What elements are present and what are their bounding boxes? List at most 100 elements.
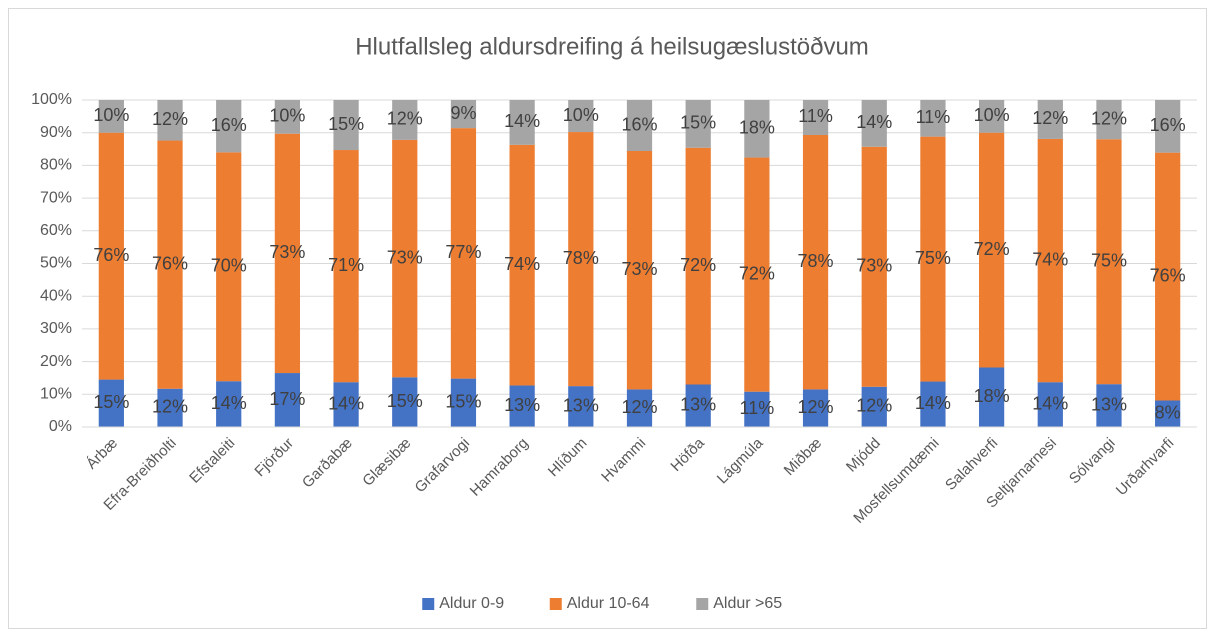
bar-segment (1037, 138, 1063, 383)
data-label: 70% (211, 256, 247, 276)
data-label: 72% (739, 263, 775, 283)
bar-segment (1037, 100, 1063, 139)
data-label: 73% (856, 256, 892, 276)
data-label: 10% (563, 105, 599, 125)
data-label: 12% (387, 109, 423, 129)
y-tick-label: 0% (49, 418, 72, 435)
bar-segment (274, 373, 301, 427)
bar-segment (1155, 100, 1181, 153)
data-label: 11% (916, 107, 951, 127)
bar-segment (509, 100, 535, 145)
bar-segment (744, 391, 770, 427)
data-label: 12% (798, 397, 834, 417)
data-label: 76% (152, 253, 188, 273)
data-label: 78% (563, 248, 599, 268)
bar-segment (685, 100, 711, 148)
bar-segment (1096, 384, 1122, 427)
bar-segment (392, 139, 418, 378)
bar-segment (450, 100, 477, 129)
bar-segment (920, 136, 946, 382)
legend-label: Aldur >65 (713, 595, 782, 612)
data-label: 76% (93, 245, 129, 265)
bar-segment (861, 100, 887, 147)
data-label: 15% (445, 392, 481, 412)
bar-segment (626, 100, 653, 152)
y-tick-label: 60% (40, 222, 72, 239)
y-tick-label: 40% (40, 287, 72, 304)
y-tick-label: 90% (40, 124, 72, 141)
bar-segment (216, 100, 242, 153)
bar-segment (920, 100, 946, 137)
bar-segment (744, 100, 770, 158)
data-label: 72% (974, 239, 1010, 259)
data-label: 12% (152, 109, 188, 129)
bar-segment (802, 389, 829, 427)
bar-segment (98, 379, 124, 427)
data-label: 73% (621, 259, 657, 279)
data-label: 13% (563, 395, 599, 415)
bar-segment (450, 378, 477, 427)
legend-swatch (549, 598, 562, 610)
data-label: 73% (387, 247, 423, 267)
data-label: 74% (1032, 249, 1068, 269)
bar-segment (157, 100, 183, 141)
bar-segment (333, 150, 359, 383)
bar-segment (626, 389, 653, 427)
bar-segment (1155, 152, 1181, 401)
y-tick-label: 50% (40, 255, 72, 272)
bar-segment (1037, 382, 1063, 427)
bar-segment (333, 100, 359, 151)
data-label: 13% (504, 395, 540, 415)
data-label: 13% (680, 394, 716, 414)
y-tick-label: 80% (40, 157, 72, 174)
data-label: 13% (1091, 394, 1127, 414)
data-label: 12% (856, 396, 892, 416)
data-label: 78% (798, 251, 834, 271)
bar-segment (157, 388, 183, 427)
bar-segment (450, 128, 477, 379)
bar-segment (98, 100, 124, 133)
data-label: 10% (974, 105, 1010, 125)
bar-segment (626, 151, 653, 390)
data-label: 11% (740, 398, 775, 418)
bar-segment (978, 132, 1005, 368)
bar-segment (1155, 400, 1181, 427)
bar-segment (568, 100, 594, 133)
legend-label: Aldur 10-64 (567, 595, 650, 612)
bar-segment (274, 133, 301, 374)
data-label: 15% (680, 113, 716, 133)
bar-segment (861, 146, 887, 387)
bar-segment (744, 157, 770, 392)
bar-segment (509, 385, 535, 427)
data-label: 14% (915, 393, 951, 413)
chart-border (8, 8, 1207, 629)
legend-swatch (696, 598, 709, 610)
data-label: 15% (387, 391, 423, 411)
data-label: 14% (856, 112, 892, 132)
data-label: 71% (328, 255, 364, 275)
y-tick-label: 30% (40, 320, 72, 337)
bar-segment (392, 377, 418, 427)
bar-segment (1096, 100, 1122, 140)
data-label: 14% (1032, 393, 1068, 413)
data-label: 14% (504, 111, 540, 131)
bar-segment (333, 382, 359, 427)
bar-segment (978, 100, 1005, 133)
bar-segment (978, 367, 1005, 427)
bar-segment (157, 140, 183, 389)
bar-segment (920, 381, 946, 427)
data-label: 15% (93, 392, 129, 412)
chart-title: Hlutfallsleg aldursdreifing á heilsugæsl… (355, 33, 869, 60)
bar-segment (568, 132, 594, 387)
bar-segment (216, 152, 242, 382)
y-tick-label: 20% (40, 353, 72, 370)
bar-segment (392, 100, 418, 140)
legend-swatch (422, 598, 435, 610)
bar-segment (685, 384, 711, 427)
data-label: 18% (739, 118, 775, 138)
data-label: 8% (1155, 403, 1181, 423)
bar-segment (274, 100, 301, 134)
bar-segment (568, 386, 594, 427)
bar-segment (216, 381, 242, 427)
data-label: 9% (450, 103, 476, 123)
